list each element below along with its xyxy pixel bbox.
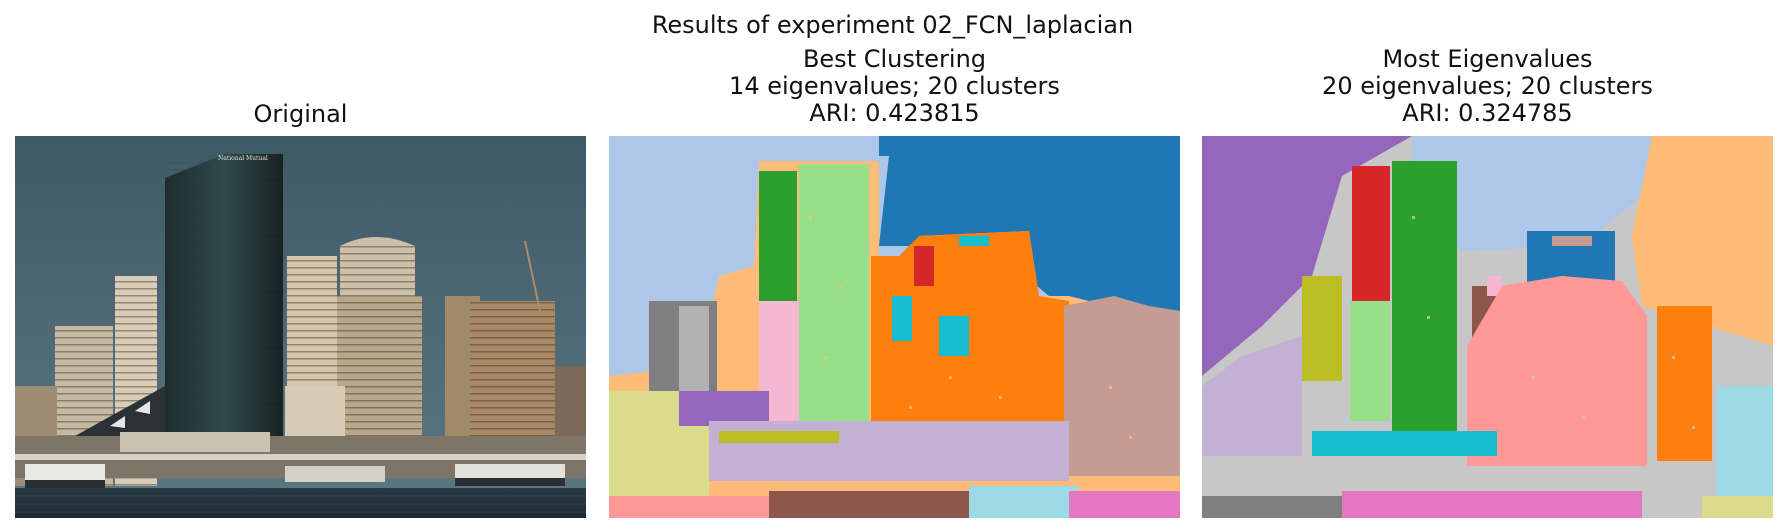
panel-title-line: Original [253,100,348,128]
tower-sign: National Mutual [218,155,268,162]
panel-title-best-clustering: Best Clustering 14 eigenvalues; 20 clust… [609,46,1180,127]
cluster-region [892,296,912,341]
cluster-region [1202,336,1302,456]
cluster-region [1717,386,1773,506]
cluster-region [769,491,969,518]
cluster-region [1392,161,1457,446]
panel-title-line: Best Clustering [802,45,987,73]
cluster-region [1202,496,1342,518]
best-clustering-panel [609,136,1180,518]
panel-title-line: ARI: 0.324785 [1402,99,1573,127]
panel-title-line: Most Eigenvalues [1382,45,1593,73]
panel-title-line: ARI: 0.423815 [809,99,980,127]
cluster-region [959,236,989,246]
cluster-region [914,246,934,286]
cluster-region [1312,431,1497,456]
panel-title-original: Original [15,101,586,128]
cluster-region [1202,136,1412,376]
cluster-region [1657,306,1712,461]
cluster-region [1064,296,1180,476]
figure-suptitle: Results of experiment 02_FCN_laplacian [651,11,1134,39]
cluster-region [719,431,839,443]
cluster-region [799,164,869,444]
most-eigenvalues-segmentation [1202,136,1773,518]
cluster-region [1352,166,1390,301]
panel-title-line: 14 eigenvalues; 20 clusters [729,72,1060,100]
original-photo: National Mutual [15,136,586,518]
cluster-region [1467,276,1647,466]
ferry [285,466,385,482]
cluster-region [609,496,769,518]
cluster-region [679,391,769,426]
cluster-region [709,421,1069,481]
cluster-region [1342,491,1642,518]
cluster-region [1069,491,1180,518]
original-photo-panel: National Mutual [15,136,586,518]
cluster-region [1412,136,1652,251]
cluster-region [1487,276,1502,296]
cluster-region [939,316,969,356]
cluster-region [1302,276,1342,381]
cluster-region [759,171,797,301]
water [15,488,586,518]
cluster-region [1632,136,1773,346]
cluster-region [1350,301,1390,421]
best-clustering-segmentation [609,136,1180,518]
most-eigenvalues-panel [1202,136,1773,518]
panel-title-most-eigenvalues: Most Eigenvalues 20 eigenvalues; 20 clus… [1202,46,1773,127]
crane [524,240,541,312]
panel-title-line: 20 eigenvalues; 20 clusters [1322,72,1653,100]
cluster-region [969,486,1079,518]
cluster-region [1702,496,1773,518]
